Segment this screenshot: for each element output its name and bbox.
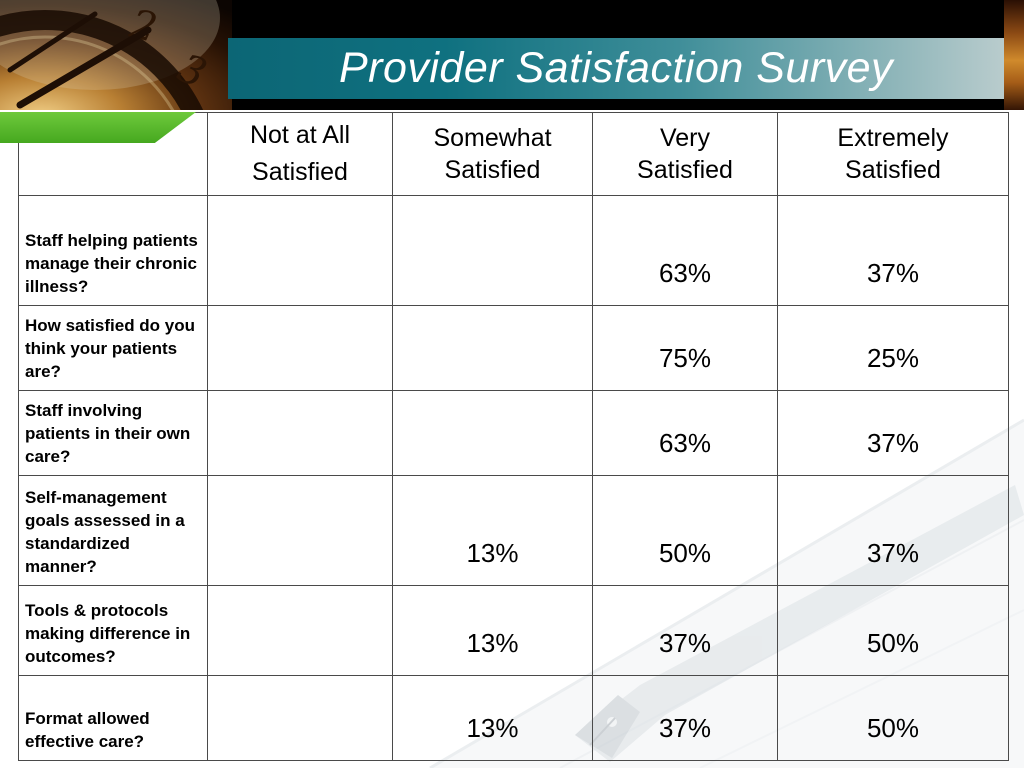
value-cell <box>207 305 393 391</box>
value-cell: 37% <box>592 585 778 676</box>
value-cell: 37% <box>777 390 1009 476</box>
column-header-very: Very Satisfied <box>592 112 778 196</box>
column-header-extremely: Extremely Satisfied <box>777 112 1009 196</box>
value-cell: 25% <box>777 305 1009 391</box>
value-cell: 50% <box>777 675 1009 761</box>
value-cell: 13% <box>392 475 593 586</box>
table-row: Staff involving patients in their own ca… <box>18 390 1009 476</box>
row-label: Format allowed effective care? <box>18 675 208 761</box>
banner-right-strip <box>1004 0 1024 110</box>
top-banner: 2 3 Provider Satisfaction Survey <box>0 0 1024 110</box>
survey-table: Not at All Satisfied Somewhat Satisfied … <box>18 112 1009 761</box>
value-cell <box>207 585 393 676</box>
value-cell: 37% <box>777 475 1009 586</box>
value-cell: 13% <box>392 585 593 676</box>
value-cell: 63% <box>592 195 778 306</box>
value-cell: 75% <box>592 305 778 391</box>
table-row: Format allowed effective care? 13% 37% 5… <box>18 675 1009 761</box>
value-cell <box>207 675 393 761</box>
value-cell <box>392 390 593 476</box>
value-cell <box>207 195 393 306</box>
table-row: How satisfied do you think your patients… <box>18 305 1009 391</box>
value-cell <box>392 195 593 306</box>
title-bar: Provider Satisfaction Survey <box>228 38 1004 99</box>
clock-image: 2 3 <box>0 0 232 110</box>
row-label: Staff helping patients manage their chro… <box>18 195 208 306</box>
table-row: Staff helping patients manage their chro… <box>18 195 1009 306</box>
row-label: How satisfied do you think your patients… <box>18 305 208 391</box>
value-cell: 50% <box>592 475 778 586</box>
value-cell: 63% <box>592 390 778 476</box>
value-cell: 37% <box>592 675 778 761</box>
table-row: Self-management goals assessed in a stan… <box>18 475 1009 586</box>
value-cell <box>392 305 593 391</box>
value-cell: 50% <box>777 585 1009 676</box>
value-cell <box>207 475 393 586</box>
column-header-not-at-all: Not at All Satisfied <box>207 112 393 196</box>
row-label: Self-management goals assessed in a stan… <box>18 475 208 586</box>
row-label: Staff involving patients in their own ca… <box>18 390 208 476</box>
table-row: Tools & protocols making difference in o… <box>18 585 1009 676</box>
value-cell: 37% <box>777 195 1009 306</box>
value-cell: 13% <box>392 675 593 761</box>
column-header-somewhat: Somewhat Satisfied <box>392 112 593 196</box>
row-label: Tools & protocols making difference in o… <box>18 585 208 676</box>
value-cell <box>207 390 393 476</box>
slide-title: Provider Satisfaction Survey <box>338 44 894 92</box>
